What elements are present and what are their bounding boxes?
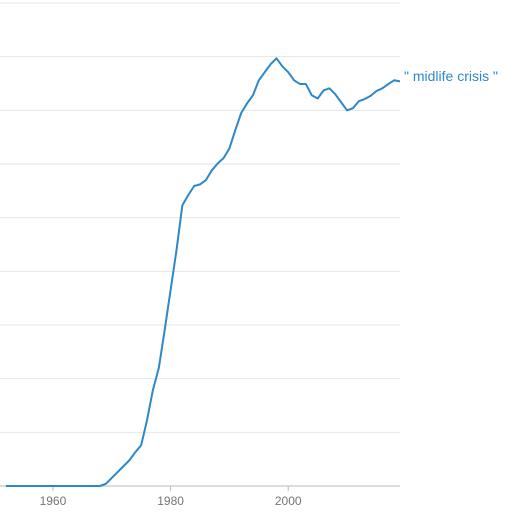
series-label: " midlife crisis ": [404, 68, 498, 84]
x-tick-label: 1980: [157, 494, 184, 508]
x-tick-label: 2000: [275, 494, 302, 508]
line: [5, 57, 401, 487]
x-tick-label: 1960: [40, 494, 67, 508]
